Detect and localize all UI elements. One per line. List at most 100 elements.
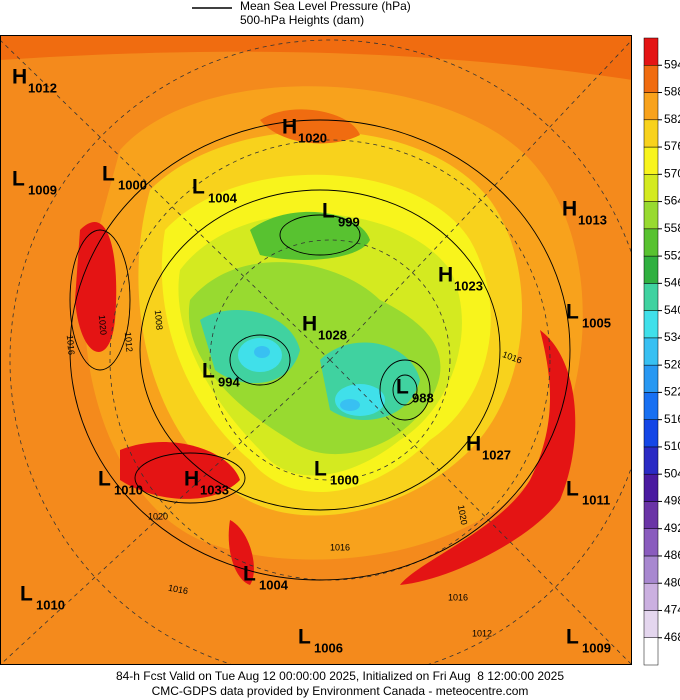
colorbar-label: 504 <box>664 466 680 480</box>
colorbar-label: 534 <box>664 330 680 344</box>
colorbar-band <box>643 419 659 448</box>
center-kind: L <box>566 626 579 649</box>
center-kind: L <box>298 626 311 649</box>
center-kind: L <box>20 583 33 606</box>
colorbar-band <box>643 610 659 638</box>
center-pressure: 1006 <box>314 640 343 655</box>
colorbar-band <box>643 65 659 93</box>
colorbar-label: 588 <box>664 85 680 99</box>
colorbar-band <box>643 119 659 148</box>
footer: CMC-GDPS data provided by Environment Ca… <box>152 684 529 698</box>
isobar-label: 1016 <box>448 592 468 602</box>
colorbar-band <box>643 555 659 584</box>
colorbar-band <box>643 174 659 202</box>
colorbar-band <box>643 37 659 66</box>
colorbar-label: 546 <box>664 276 680 290</box>
colorbar-band <box>643 92 659 121</box>
center-kind: L <box>322 200 335 223</box>
colorbar-band <box>643 201 659 230</box>
center-pressure: 1009 <box>582 640 611 655</box>
center-kind: L <box>396 376 409 399</box>
center-pressure: 1013 <box>578 212 607 227</box>
center-pressure: 1027 <box>482 447 511 462</box>
center-pressure: 1000 <box>330 472 359 487</box>
legend-text: 500-hPa Heights (dam) <box>240 13 364 27</box>
colorbar-label: 498 <box>664 494 680 508</box>
colorbar-band <box>643 528 659 557</box>
center-pressure: 999 <box>338 214 360 229</box>
center-pressure: 1012 <box>28 80 57 95</box>
colorbar-band <box>643 501 659 529</box>
colorbar-band <box>643 582 659 611</box>
center-pressure: 1009 <box>28 182 57 197</box>
map <box>0 35 632 665</box>
center-kind: H <box>562 198 577 221</box>
colorbar-label: 582 <box>664 112 680 126</box>
colorbar-label: 576 <box>664 139 680 153</box>
center-pressure: 1010 <box>36 597 65 612</box>
center-kind: L <box>566 301 579 324</box>
colorbar-band <box>643 228 659 257</box>
legend-text: Mean Sea Level Pressure (hPa) <box>240 0 411 13</box>
center-pressure: 994 <box>218 374 240 389</box>
colorbar-label: 570 <box>664 166 680 180</box>
center-kind: H <box>184 468 199 491</box>
center-kind: L <box>12 168 25 191</box>
map-frame <box>0 35 632 665</box>
isobar-label: 1016 <box>330 542 350 552</box>
footer: 84-h Fcst Valid on Tue Aug 12 00:00:00 2… <box>116 669 564 683</box>
center-kind: H <box>438 264 453 287</box>
center-kind: H <box>302 313 317 336</box>
colorbar-band <box>643 283 659 311</box>
colorbar-label: 564 <box>664 194 680 208</box>
colorbar-band <box>643 146 659 175</box>
colorbar-label: 522 <box>664 385 680 399</box>
colorbar-label: 516 <box>664 412 680 426</box>
isobar-label: 1012 <box>123 332 135 353</box>
isobar-label: 1008 <box>153 310 165 331</box>
colorbar-label: 552 <box>664 248 680 262</box>
center-pressure: 1033 <box>200 482 229 497</box>
center-pressure: 1020 <box>298 130 327 145</box>
center-kind: H <box>12 66 27 89</box>
colorbar-band <box>643 255 659 284</box>
center-kind: L <box>98 468 111 491</box>
center-kind: H <box>466 433 481 456</box>
center-pressure: 1011 <box>582 492 610 507</box>
isobar-label: 1016 <box>65 335 77 356</box>
colorbar-label: 558 <box>664 221 680 235</box>
colorbar-band <box>643 364 659 393</box>
isobar-label: 1016 <box>167 583 188 596</box>
colorbar-label: 480 <box>664 575 680 589</box>
colorbar-label: 510 <box>664 439 680 453</box>
center-kind: L <box>566 478 579 501</box>
center-pressure: 1028 <box>318 327 347 342</box>
center-pressure: 1004 <box>208 190 238 205</box>
center-kind: L <box>192 176 205 199</box>
colorbar-band <box>643 392 659 420</box>
center-pressure: 988 <box>412 390 434 405</box>
isobar-label: 1020 <box>456 504 469 525</box>
colorbar-label: 468 <box>664 630 680 644</box>
center-pressure: 1005 <box>582 315 611 330</box>
center-kind: L <box>314 458 327 481</box>
colorbar-label: 486 <box>664 548 680 562</box>
colorbar-label: 594 <box>664 57 680 71</box>
colorbar-band <box>643 473 659 502</box>
center-kind: H <box>282 116 297 139</box>
center-kind: L <box>102 163 115 186</box>
center-pressure: 1004 <box>259 577 289 592</box>
center-pressure: 1000 <box>118 177 147 192</box>
center-kind: L <box>202 360 215 383</box>
colorbar-label: 528 <box>664 357 680 371</box>
isobar-label: 1020 <box>148 511 168 521</box>
colorbar-label: 474 <box>664 603 680 617</box>
colorbar-label: 492 <box>664 521 680 535</box>
colorbar-band <box>643 337 659 366</box>
colorbar-band <box>643 310 659 339</box>
colorbar-band <box>643 446 659 475</box>
colorbar-band <box>643 637 659 666</box>
center-kind: L <box>243 563 256 586</box>
center-pressure: 1023 <box>454 278 483 293</box>
